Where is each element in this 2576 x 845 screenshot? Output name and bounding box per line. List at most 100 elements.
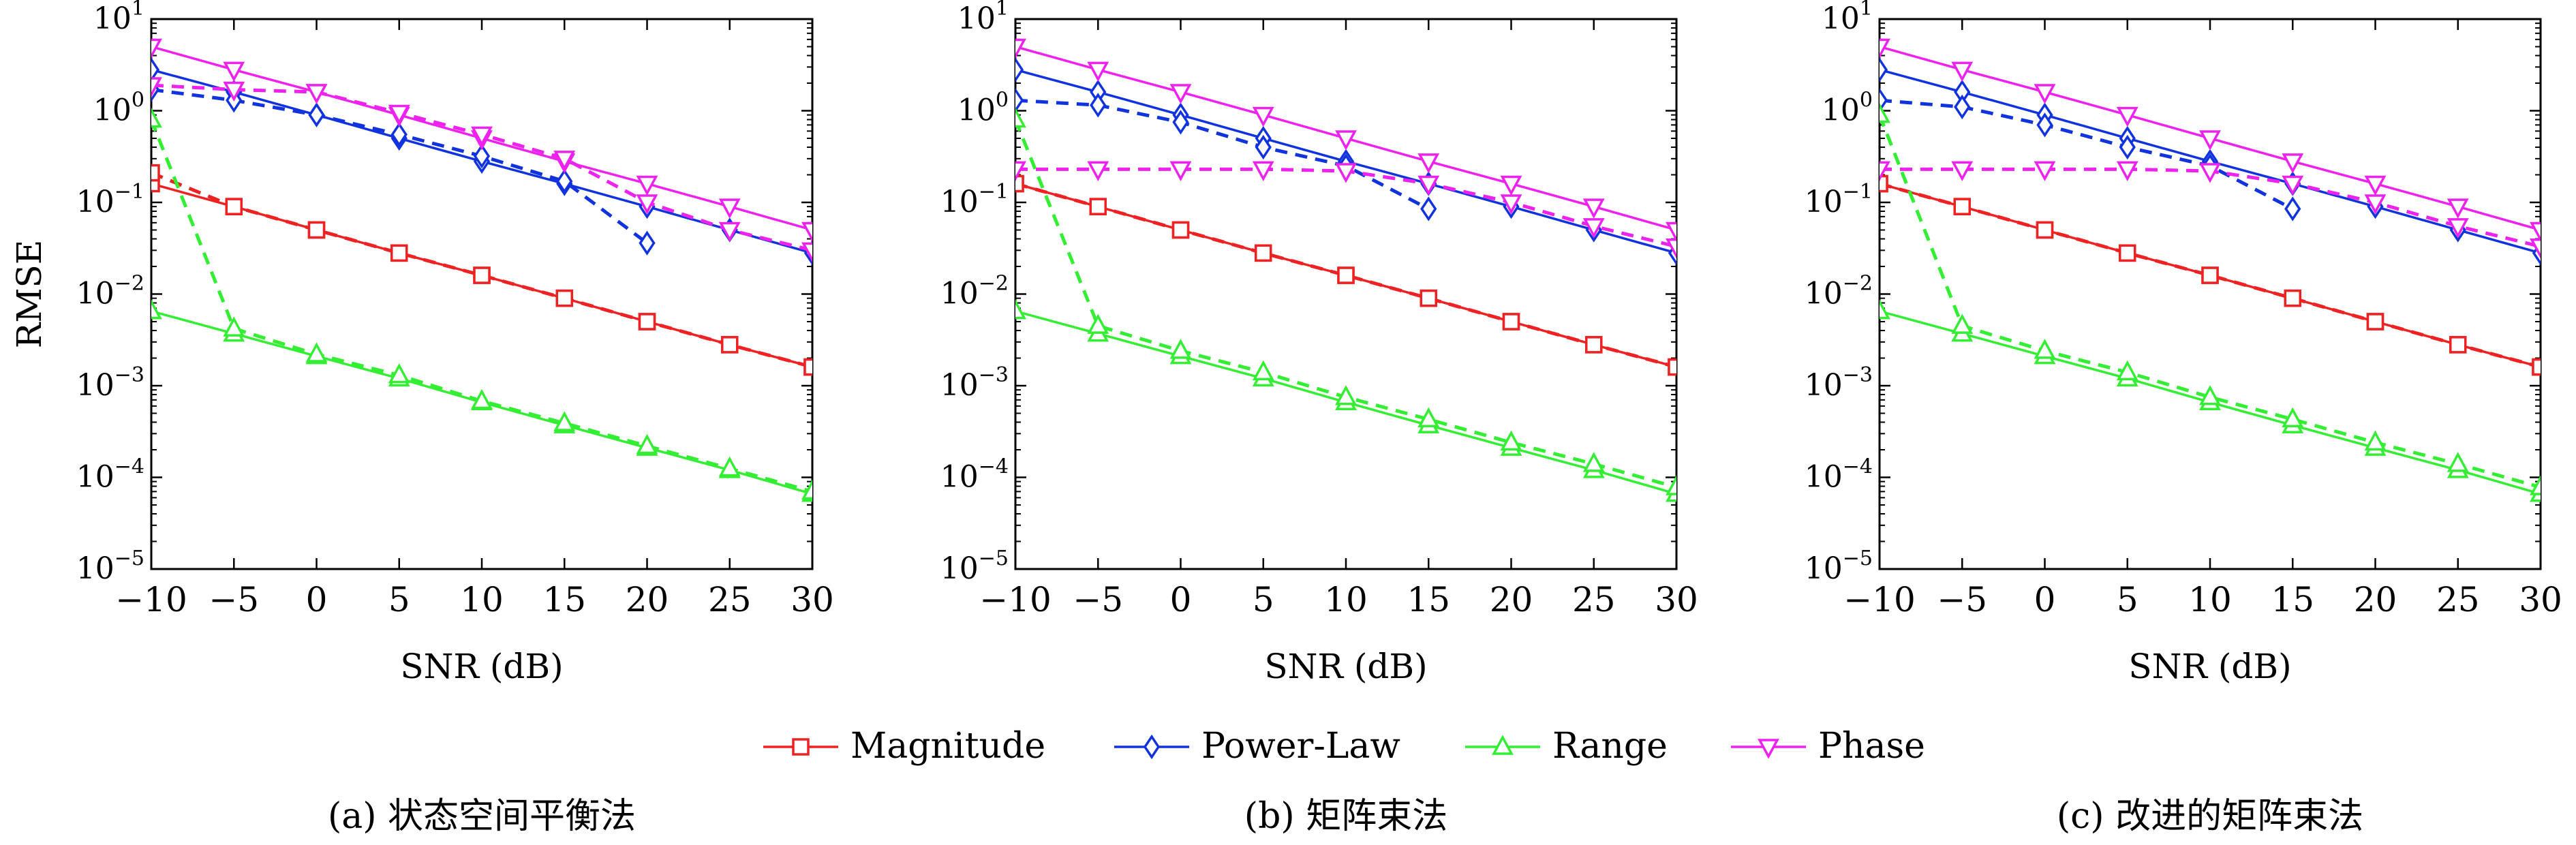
chart-panel-b: 101 100 10−1 10−2 10−3 10−4 10−5−10 −5 0 5 10 15 20 2… bbox=[940, 0, 1698, 837]
x-tick-label: 20 bbox=[2354, 580, 2397, 619]
y-tick-label: 10−1 bbox=[76, 180, 144, 219]
series-range-dashed bbox=[1015, 107, 1676, 495]
data-point bbox=[2116, 360, 2138, 381]
y-tick-label: 10−4 bbox=[940, 455, 1009, 495]
panel-caption: (c) 改进的矩阵束法 bbox=[2057, 796, 2363, 837]
data-point bbox=[1172, 110, 1189, 135]
x-axis-label: SNR (dB) bbox=[400, 647, 563, 686]
x-tick-label: −5 bbox=[209, 580, 259, 619]
data-point bbox=[2116, 106, 2138, 127]
data-point bbox=[2201, 266, 2219, 284]
y-tick-label: 101 bbox=[93, 0, 144, 36]
series-line bbox=[151, 171, 812, 369]
x-tick-label: −10 bbox=[115, 580, 187, 619]
x-tick-label: 10 bbox=[460, 580, 504, 619]
x-tick-label: 0 bbox=[306, 580, 328, 619]
legend-item-power-law: Power-Law bbox=[1114, 726, 1400, 767]
series-magnitude-dashed bbox=[1015, 174, 1676, 376]
data-point bbox=[151, 298, 162, 320]
y-tick-label: 10−1 bbox=[1805, 180, 1873, 219]
data-point bbox=[1252, 360, 1274, 381]
data-point bbox=[2364, 175, 2387, 196]
data-point bbox=[1089, 198, 1107, 215]
data-point bbox=[1582, 452, 1605, 472]
data-point bbox=[2119, 134, 2136, 160]
data-point bbox=[1169, 339, 1192, 359]
y-tick-label: 10−5 bbox=[76, 547, 144, 586]
data-point bbox=[1255, 244, 1272, 262]
data-point bbox=[390, 244, 408, 262]
data-point bbox=[1087, 61, 1109, 82]
series-line bbox=[1880, 98, 2294, 211]
data-point bbox=[151, 77, 162, 97]
data-point bbox=[2532, 358, 2541, 376]
data-point bbox=[2282, 153, 2304, 174]
data-point bbox=[151, 57, 160, 82]
data-point bbox=[801, 479, 812, 500]
data-point bbox=[1171, 221, 1190, 239]
data-point bbox=[636, 175, 658, 196]
y-tick-label: 101 bbox=[1822, 0, 1873, 36]
legend-marker bbox=[792, 738, 810, 756]
data-point bbox=[1015, 57, 1024, 82]
series-phase-dashed bbox=[1880, 161, 2541, 259]
x-tick-label: −5 bbox=[1937, 580, 1987, 619]
data-point bbox=[473, 266, 491, 284]
y-tick-label: 10−5 bbox=[1805, 547, 1873, 586]
data-point bbox=[151, 38, 162, 59]
legend-item-phase: Phase bbox=[1731, 726, 1925, 767]
x-tick-label: 25 bbox=[1572, 580, 1616, 619]
data-point bbox=[1953, 198, 1971, 215]
data-point bbox=[1090, 93, 1107, 118]
data-point bbox=[1951, 61, 1974, 82]
series-line bbox=[151, 119, 812, 493]
data-point bbox=[801, 242, 812, 263]
data-point bbox=[473, 143, 491, 169]
data-point bbox=[553, 411, 576, 431]
data-point bbox=[636, 194, 658, 215]
data-point bbox=[1582, 198, 1605, 219]
data-point bbox=[2530, 221, 2541, 243]
x-tick-label: 20 bbox=[626, 580, 669, 619]
data-point bbox=[1880, 298, 1890, 320]
series-line bbox=[1015, 182, 1676, 369]
x-tick-label: 15 bbox=[2271, 580, 2314, 619]
data-point bbox=[1880, 161, 1890, 182]
data-point bbox=[1252, 106, 1274, 127]
data-point bbox=[1666, 221, 1676, 243]
y-tick-label: 10−2 bbox=[940, 272, 1009, 311]
data-point bbox=[1582, 218, 1605, 239]
data-point bbox=[1502, 313, 1520, 331]
data-point bbox=[718, 221, 741, 243]
x-tick-label: 30 bbox=[1655, 580, 1698, 619]
data-point bbox=[388, 363, 410, 384]
data-point bbox=[307, 221, 326, 239]
legend-label: Magnitude bbox=[850, 726, 1045, 767]
data-point bbox=[718, 456, 741, 477]
data-point bbox=[2447, 452, 2469, 472]
data-point bbox=[638, 313, 656, 331]
y-tick-label: 100 bbox=[1822, 89, 1873, 128]
x-tick-label: 5 bbox=[1253, 580, 1274, 619]
data-point bbox=[1417, 175, 1440, 196]
data-point bbox=[2036, 112, 2053, 138]
y-tick-label: 10−3 bbox=[940, 363, 1009, 403]
data-point bbox=[1015, 38, 1026, 59]
data-point bbox=[1880, 174, 1888, 193]
legend-marker bbox=[1758, 739, 1779, 759]
x-tick-label: 5 bbox=[388, 580, 410, 619]
y-tick-label: 101 bbox=[957, 0, 1009, 36]
legend-marker bbox=[1143, 734, 1161, 760]
data-point bbox=[1015, 161, 1026, 182]
data-point bbox=[555, 289, 573, 307]
data-point bbox=[1666, 239, 1676, 259]
data-point bbox=[2447, 218, 2469, 239]
x-tick-label: 0 bbox=[1170, 580, 1192, 619]
series-phase-dashed bbox=[151, 77, 812, 263]
data-point bbox=[2284, 289, 2301, 307]
y-tick-label: 10−1 bbox=[940, 180, 1009, 219]
data-point bbox=[1417, 153, 1440, 174]
